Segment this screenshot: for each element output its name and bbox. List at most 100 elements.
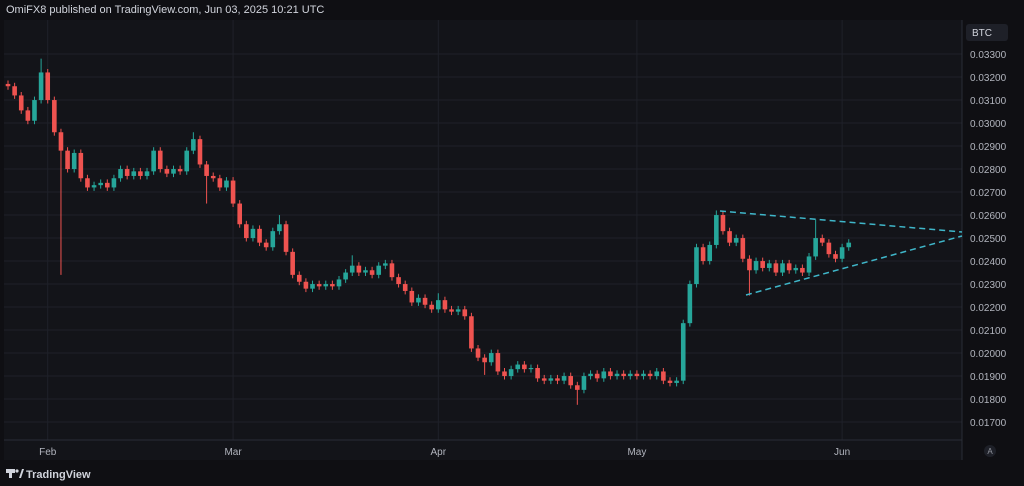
currency-badge — [966, 24, 1008, 41]
candle-body — [575, 385, 580, 390]
candle-body — [488, 353, 494, 363]
candle-body — [634, 373, 640, 377]
candle-body — [277, 224, 282, 232]
candle-body — [349, 265, 355, 273]
candle-body — [760, 261, 765, 268]
logo-slash — [19, 469, 24, 478]
candle-body — [654, 371, 660, 377]
candle-body — [210, 175, 216, 179]
candle-body — [144, 171, 150, 176]
candle-body — [508, 369, 514, 377]
candle-body — [217, 178, 223, 188]
y-tick-label: 0.03300 — [970, 50, 1007, 61]
candle-body — [323, 284, 329, 287]
candle-body — [124, 169, 130, 176]
y-tick-label: 0.02800 — [970, 165, 1007, 176]
footer-logo — [6, 469, 24, 478]
candle-body — [495, 353, 501, 372]
candle-body — [171, 169, 176, 174]
candle-body — [32, 100, 37, 121]
candle-body — [369, 270, 375, 275]
x-tick-label: Feb — [39, 447, 57, 458]
candle-body — [91, 185, 97, 188]
candle-body — [800, 267, 805, 273]
candles — [5, 58, 852, 405]
candle-body — [270, 231, 276, 248]
candle-body — [720, 215, 726, 232]
candle-body — [250, 228, 256, 239]
candle-body — [767, 263, 772, 268]
candle-body — [700, 247, 706, 262]
candle-body — [502, 371, 507, 377]
candle-body — [290, 251, 295, 275]
candle-body — [105, 182, 110, 188]
candle-body — [535, 368, 540, 379]
autoscale-button[interactable] — [984, 445, 996, 457]
candle-body — [541, 378, 547, 381]
candle-body — [522, 364, 527, 370]
candle-body — [687, 284, 693, 324]
candle-body — [707, 244, 713, 262]
candle-body — [310, 284, 315, 289]
candle-body — [555, 378, 560, 381]
candle-body — [184, 150, 190, 172]
candle-body — [85, 178, 90, 188]
y-tick-label: 0.02500 — [970, 234, 1007, 245]
candle-body — [661, 371, 666, 381]
candle-body — [482, 357, 487, 363]
candle-body — [330, 284, 335, 287]
candle-body — [753, 261, 759, 271]
logo-dot — [15, 469, 19, 473]
y-tick-label: 0.03200 — [970, 73, 1007, 84]
upper-trendline — [719, 210, 963, 233]
candle-body — [475, 348, 481, 358]
candle-body — [813, 238, 818, 257]
candle-body — [157, 150, 163, 170]
candle-body — [45, 72, 51, 101]
candle-body — [588, 373, 593, 377]
candle-body — [58, 132, 64, 151]
candle-body — [455, 309, 461, 312]
candle-body — [780, 263, 785, 273]
y-tick-label: 0.01700 — [970, 418, 1007, 429]
y-tick-label: 0.02400 — [970, 257, 1007, 268]
candle-body — [839, 247, 845, 259]
candle-body — [316, 284, 322, 287]
candle-body — [191, 139, 196, 151]
candle-body — [727, 231, 732, 243]
candle-body — [402, 284, 408, 291]
candle-body — [667, 380, 673, 383]
candle-body — [111, 178, 117, 188]
candle-body — [714, 215, 719, 245]
candle-body — [429, 304, 434, 310]
candle-body — [131, 171, 137, 176]
candle-body — [38, 72, 44, 101]
y-tick-label: 0.01900 — [970, 372, 1007, 383]
candle-body — [396, 277, 401, 285]
candle-body — [296, 274, 302, 282]
candle-body — [52, 100, 57, 133]
candle-body — [65, 150, 70, 170]
candle-body — [244, 224, 249, 239]
candle-body — [118, 169, 123, 179]
candle-body — [303, 281, 309, 289]
candle-body — [819, 238, 825, 243]
candle-body — [409, 290, 415, 303]
candle-body — [363, 270, 368, 273]
candle-body — [833, 254, 838, 259]
footer-brand: TradingView — [26, 469, 91, 481]
candle-body — [740, 238, 746, 259]
candle-body — [747, 258, 752, 271]
candle-body — [826, 242, 832, 255]
lower-trendline — [745, 235, 963, 296]
candle-body — [568, 376, 573, 386]
candle-body — [462, 309, 468, 317]
candle-body — [18, 95, 24, 111]
autoscale-label[interactable]: A — [987, 447, 993, 456]
candle-body — [422, 297, 428, 305]
header: OmiFX8 published on TradingView.com, Jun… — [6, 4, 324, 16]
y-tick-label: 0.02600 — [970, 211, 1007, 222]
candle-body — [12, 86, 17, 96]
candle-body — [204, 164, 209, 176]
